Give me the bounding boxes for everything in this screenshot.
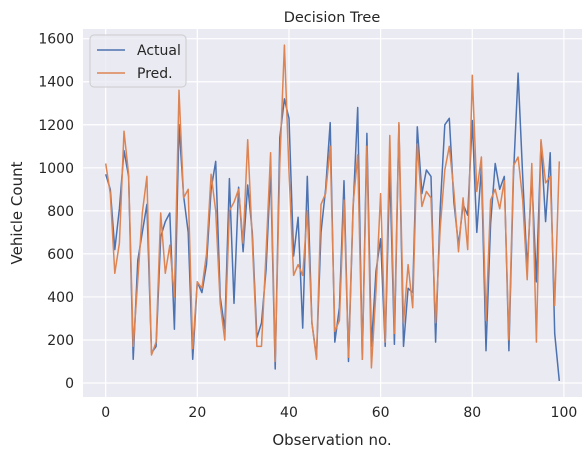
series-lines — [104, 44, 561, 381]
y-tick-label: 1400 — [38, 75, 74, 91]
x-tick-label: 60 — [372, 405, 390, 421]
legend-box — [89, 34, 187, 88]
x-tick-label: 100 — [551, 405, 578, 421]
series-line-pred — [104, 44, 561, 369]
legend-label: Actual — [137, 43, 181, 59]
x-tick-labels: 0 20 40 60 80 100 — [101, 405, 577, 421]
y-tick-label: 800 — [47, 204, 74, 220]
y-tick-labels: 0 200 400 600 800 1000 1200 1400 1600 — [38, 32, 74, 392]
x-tick-label: 20 — [188, 405, 206, 421]
x-tick-label: 0 — [101, 405, 110, 421]
x-tick-label: 80 — [463, 405, 481, 421]
legend: Actual Pred. — [89, 34, 187, 88]
y-tick-label: 0 — [65, 376, 74, 392]
y-tick-label: 1600 — [38, 32, 74, 48]
x-axis-label: Observation no. — [272, 431, 391, 449]
y-tick-label: 600 — [47, 247, 74, 263]
y-tick-label: 400 — [47, 290, 74, 306]
y-tick-label: 200 — [47, 333, 74, 349]
y-tick-label: 1000 — [38, 161, 74, 177]
y-tick-label: 1200 — [38, 118, 74, 134]
y-axis-label: Vehicle Count — [8, 161, 26, 264]
chart-title: Decision Tree — [284, 10, 381, 26]
legend-label: Pred. — [137, 66, 173, 82]
x-tick-label: 40 — [280, 405, 298, 421]
